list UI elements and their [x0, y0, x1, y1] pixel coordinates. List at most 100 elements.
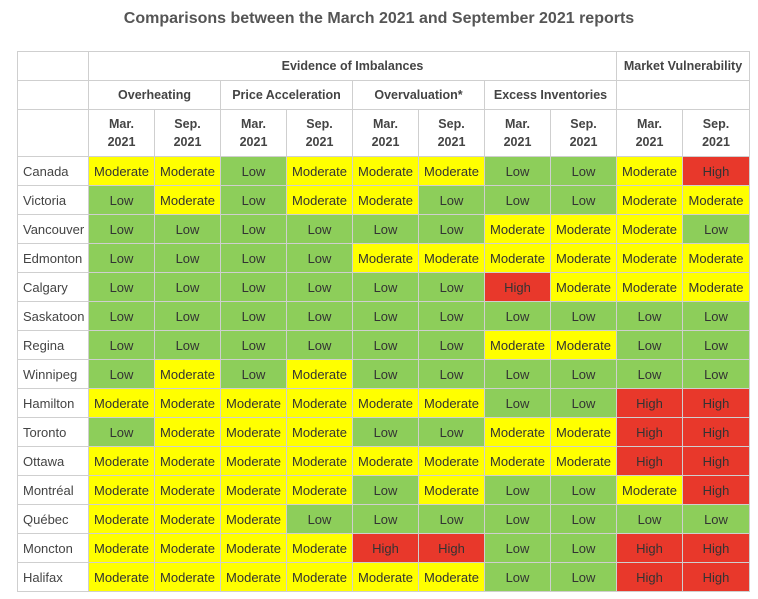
rating-cell: Low: [220, 330, 287, 360]
period-header-sep: Sep. 2021: [418, 109, 485, 157]
rating-cell: Low: [418, 417, 485, 447]
period-year: 2021: [239, 135, 268, 149]
rating-cell: Low: [154, 214, 221, 244]
rating-cell: Moderate: [286, 475, 353, 505]
period-header-mar: Mar. 2021: [484, 109, 551, 157]
rating-cell: Low: [352, 214, 419, 244]
period-year: 2021: [371, 135, 400, 149]
rating-cell: Low: [550, 359, 617, 389]
rating-cell: Low: [352, 359, 419, 389]
period-header-sep: Sep. 2021: [154, 109, 221, 157]
city-label: Edmonton: [17, 243, 89, 273]
rating-cell: Low: [484, 359, 551, 389]
period-year: 2021: [569, 135, 598, 149]
period-month: Sep.: [174, 117, 201, 131]
rating-cell: Low: [220, 359, 287, 389]
rating-cell: Moderate: [286, 388, 353, 418]
rating-cell: Low: [220, 214, 287, 244]
city-label: Victoria: [17, 185, 89, 215]
excess-inventories-header: Excess Inventories: [484, 80, 617, 110]
period-header-mar: Mar. 2021: [88, 109, 155, 157]
rating-cell: Low: [418, 301, 485, 331]
rating-cell: Low: [352, 475, 419, 505]
period-month: Mar.: [636, 117, 662, 131]
rating-cell: Moderate: [484, 446, 551, 476]
rating-cell: Moderate: [418, 388, 485, 418]
rating-cell: High: [682, 562, 750, 592]
rating-cell: Low: [550, 562, 617, 592]
rating-cell: Low: [286, 504, 353, 534]
rating-cell: Moderate: [418, 243, 485, 273]
rating-cell: Moderate: [682, 185, 750, 215]
rating-cell: Moderate: [616, 185, 683, 215]
period-year: 2021: [305, 135, 334, 149]
rating-cell: High: [682, 533, 750, 563]
rating-cell: Low: [154, 301, 221, 331]
rating-cell: Moderate: [286, 359, 353, 389]
rating-cell: Low: [484, 301, 551, 331]
rating-cell: High: [682, 446, 750, 476]
rating-cell: Low: [352, 301, 419, 331]
rating-cell: Moderate: [220, 562, 287, 592]
period-month: Sep.: [702, 117, 730, 131]
rating-cell: Moderate: [682, 243, 750, 273]
rating-cell: Low: [220, 272, 287, 302]
rating-cell: Moderate: [352, 446, 419, 476]
rating-cell: Moderate: [484, 417, 551, 447]
rating-cell: Moderate: [154, 388, 221, 418]
period-month: Sep.: [306, 117, 333, 131]
city-label: Saskatoon: [17, 301, 89, 331]
table-row: Calgary Low Low Low Low Low Low High Moderate Mod…: [17, 272, 750, 302]
overvaluation-header: Overvaluation*: [352, 80, 485, 110]
period-year: 2021: [107, 135, 136, 149]
market-vulnerability-header: Market Vulnerability: [616, 51, 750, 81]
corner-cell: [17, 109, 89, 157]
rating-cell: Low: [616, 359, 683, 389]
period-header-sep: Sep. 2021: [286, 109, 353, 157]
rating-cell: Low: [286, 243, 353, 273]
rating-cell: Low: [484, 533, 551, 563]
rating-cell: Low: [286, 301, 353, 331]
rating-cell: Moderate: [154, 417, 221, 447]
rating-cell: Moderate: [286, 185, 353, 215]
period-header-mar: Mar. 2021: [220, 109, 287, 157]
rating-cell: Low: [286, 330, 353, 360]
rating-cell: Moderate: [616, 475, 683, 505]
rating-cell: Moderate: [88, 388, 155, 418]
city-label: Hamilton: [17, 388, 89, 418]
rating-cell: Moderate: [550, 272, 617, 302]
rating-cell: Low: [418, 272, 485, 302]
rating-cell: High: [352, 533, 419, 563]
rating-cell: Low: [550, 185, 617, 215]
rating-cell: Moderate: [352, 185, 419, 215]
rating-cell: Low: [484, 504, 551, 534]
rating-cell: Low: [418, 359, 485, 389]
rating-cell: Moderate: [550, 214, 617, 244]
rating-cell: Low: [616, 330, 683, 360]
rating-cell: Moderate: [418, 562, 485, 592]
rating-cell: Moderate: [616, 243, 683, 273]
rating-cell: Low: [88, 417, 155, 447]
rating-cell: High: [682, 156, 750, 186]
rating-cell: Low: [88, 185, 155, 215]
rating-cell: Moderate: [220, 417, 287, 447]
rating-cell: Moderate: [484, 243, 551, 273]
rating-cell: Moderate: [88, 562, 155, 592]
corner-cell: [17, 80, 89, 110]
period-month: Sep.: [438, 117, 465, 131]
rating-cell: Low: [154, 243, 221, 273]
table-row: Regina Low Low Low Low Low Low Moderate Moderate…: [17, 330, 750, 360]
rating-cell: Moderate: [220, 533, 287, 563]
period-month: Mar.: [504, 117, 530, 131]
rating-cell: Low: [286, 214, 353, 244]
rating-cell: Low: [484, 156, 551, 186]
rating-cell: Low: [682, 301, 750, 331]
rating-cell: Moderate: [352, 156, 419, 186]
rating-cell: Moderate: [286, 156, 353, 186]
city-label: Ottawa: [17, 446, 89, 476]
rating-cell: Low: [88, 301, 155, 331]
rating-cell: Moderate: [550, 330, 617, 360]
table-row: Moncton Moderate Moderate Moderate Moderate H…: [17, 533, 750, 563]
rating-cell: Moderate: [154, 475, 221, 505]
rating-cell: Moderate: [286, 562, 353, 592]
